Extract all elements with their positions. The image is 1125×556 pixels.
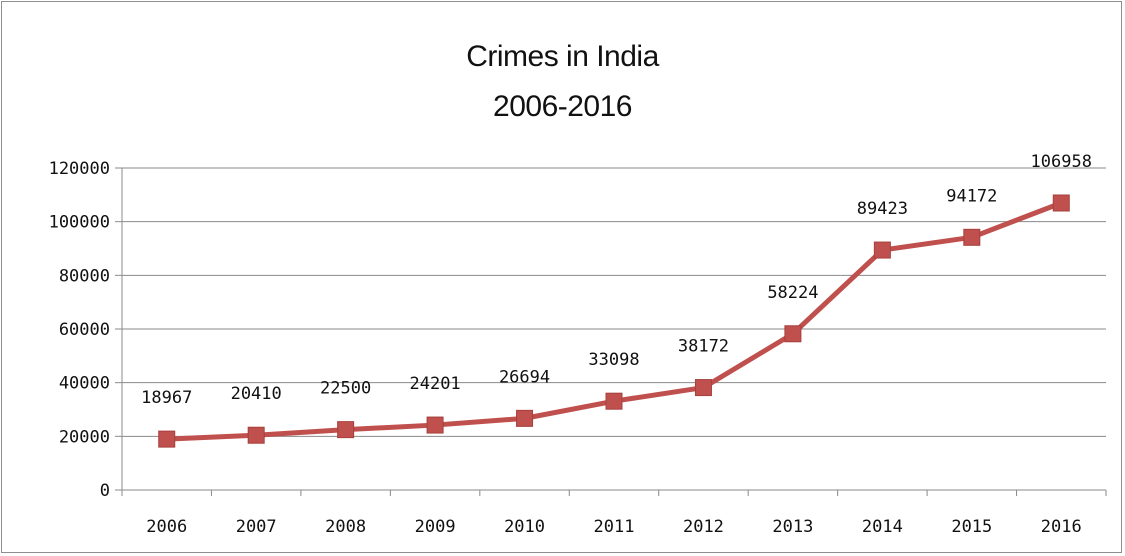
data-label: 89423 <box>857 199 908 219</box>
data-label: 24201 <box>409 374 460 394</box>
data-label: 94172 <box>946 186 997 206</box>
chart-title: Crimes in India <box>466 40 659 73</box>
x-tick-label: 2010 <box>504 517 545 537</box>
data-point-marker <box>1052 194 1070 212</box>
x-tick-label: 2007 <box>236 517 277 537</box>
data-point-marker <box>963 228 981 246</box>
gridlines <box>122 167 1106 437</box>
data-point-marker <box>426 416 444 434</box>
y-tick-label: 80000 <box>59 266 110 286</box>
data-point-marker <box>873 241 891 259</box>
chart-subtitle: 2006-2016 <box>493 90 632 123</box>
data-point-marker <box>516 409 534 427</box>
data-label: 38172 <box>678 337 729 357</box>
data-label: 33098 <box>588 350 639 370</box>
y-tick-label: 60000 <box>59 320 110 340</box>
data-label: 22500 <box>320 379 371 399</box>
x-tick-label: 2006 <box>146 517 187 537</box>
data-label: 20410 <box>231 384 282 404</box>
data-point-marker <box>784 325 802 343</box>
x-tick-label: 2012 <box>683 517 724 537</box>
y-tick-label: 120000 <box>49 159 110 179</box>
x-axis-ticks: 2006 2007 2008 2009 2010 2011 2012 2013 2014 2015… <box>146 517 1081 537</box>
y-tick-label: 20000 <box>59 427 110 447</box>
series-markers <box>158 194 1070 448</box>
data-point-marker <box>605 392 623 410</box>
data-label: 58224 <box>767 283 818 303</box>
data-labels: 18967 20410 22500 24201 26694 33098 38172 58224… <box>141 152 1092 408</box>
data-point-marker <box>158 430 176 448</box>
data-point-marker <box>337 421 355 439</box>
y-tick-label: 0 <box>100 481 110 501</box>
data-point-marker <box>247 426 265 444</box>
x-tick-label: 2013 <box>772 517 813 537</box>
axes <box>115 167 1107 496</box>
x-tick-label: 2011 <box>594 517 635 537</box>
x-tick-label: 2014 <box>862 517 903 537</box>
x-tick-label: 2015 <box>951 517 992 537</box>
data-label: 26694 <box>499 367 550 387</box>
data-point-marker <box>694 379 712 397</box>
y-axis-ticks: 0 20000 40000 60000 80000 100000 120000 <box>49 159 110 501</box>
data-label: 106958 <box>1031 152 1092 172</box>
y-tick-label: 100000 <box>49 213 110 233</box>
y-tick-label: 40000 <box>59 374 110 394</box>
x-tick-label: 2008 <box>325 517 366 537</box>
x-tick-label: 2016 <box>1041 517 1082 537</box>
x-tick-label: 2009 <box>415 517 456 537</box>
data-label: 18967 <box>141 388 192 408</box>
